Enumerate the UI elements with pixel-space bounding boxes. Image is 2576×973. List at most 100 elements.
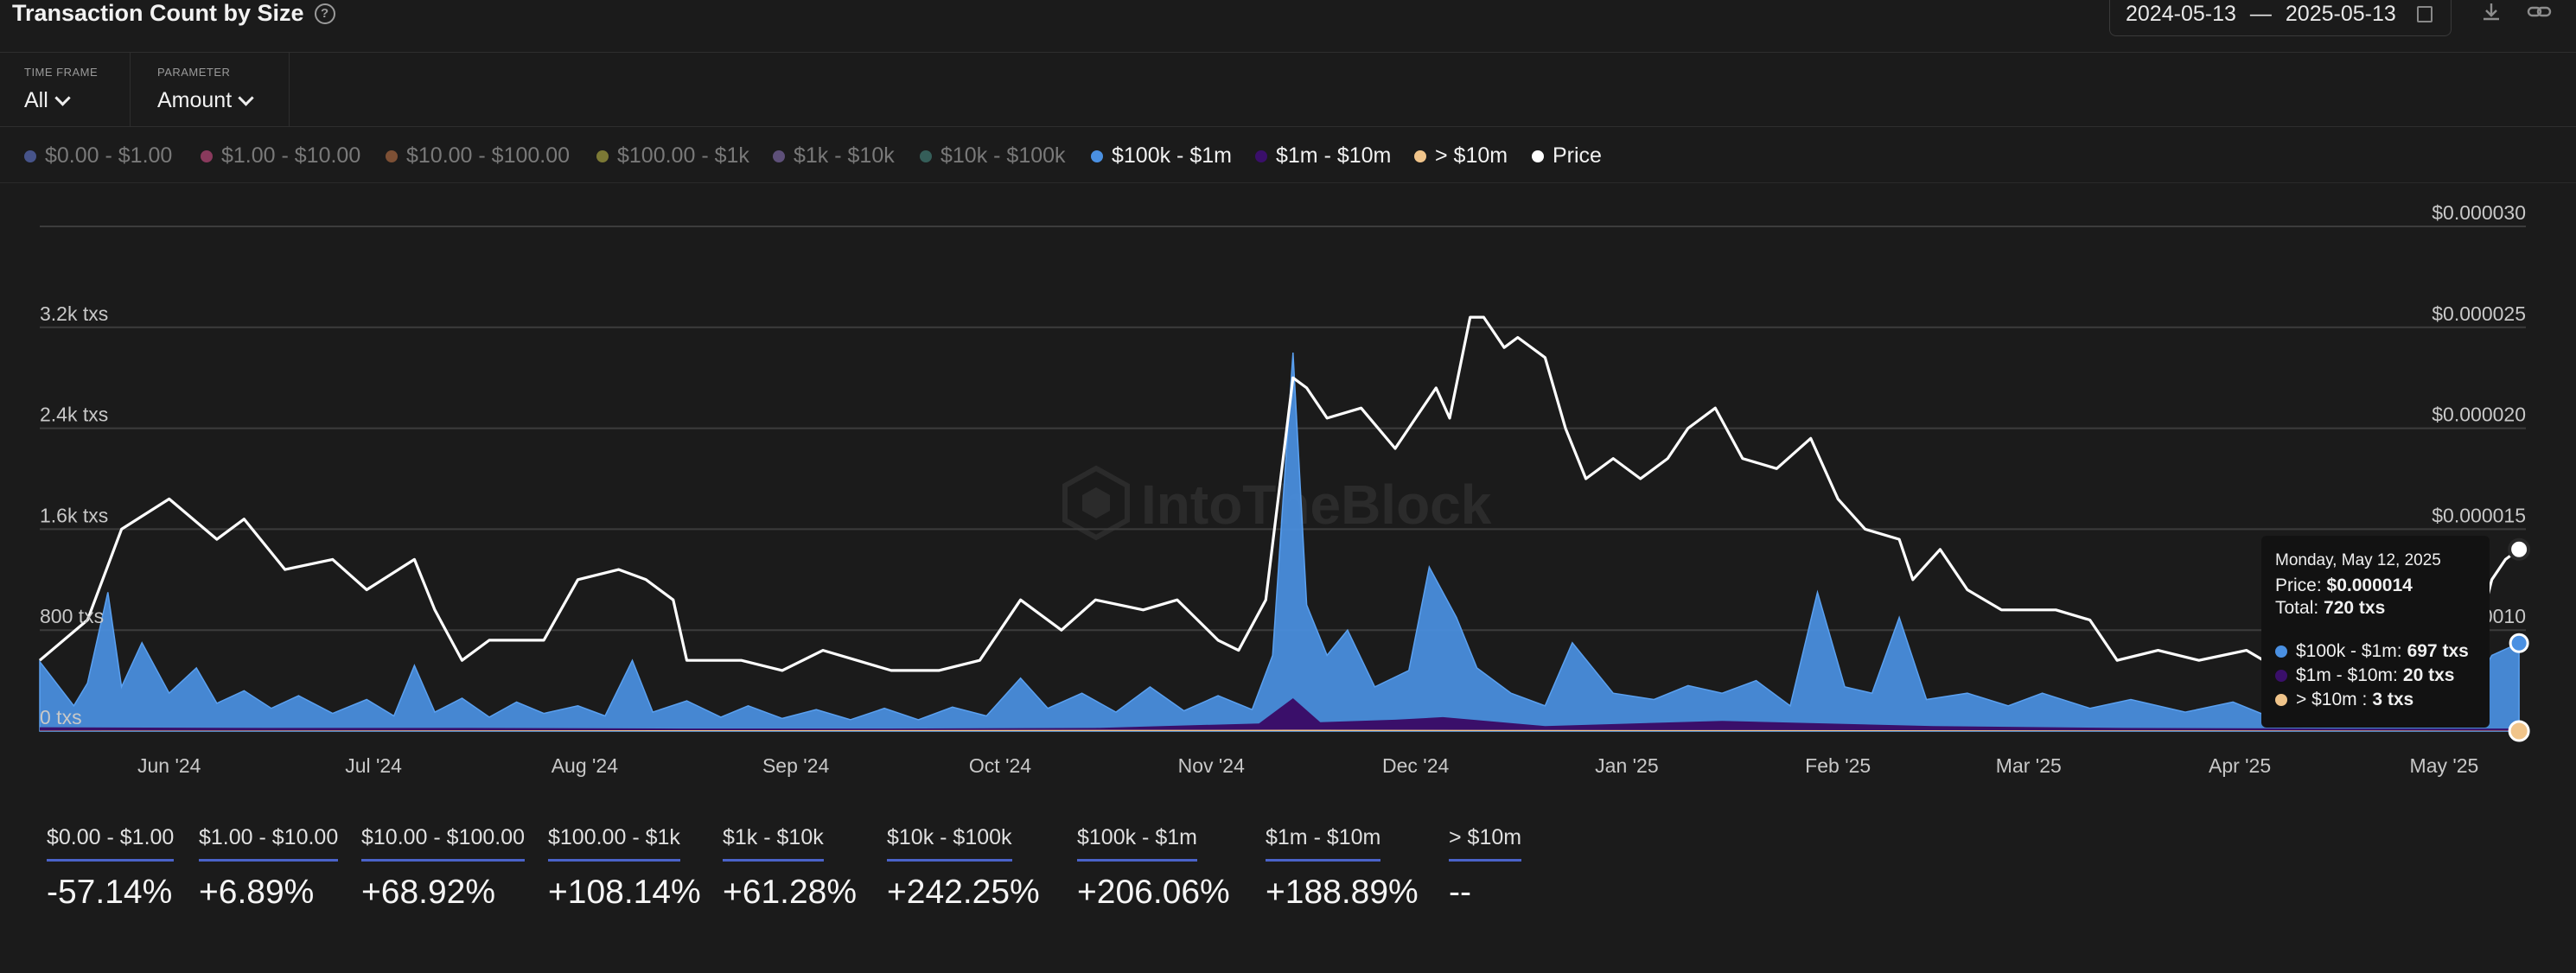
- download-icon[interactable]: [2477, 0, 2505, 28]
- stat-item: $1m - $10m +188.89%: [1266, 825, 1419, 912]
- legend-label: $0.00 - $1.00: [45, 143, 173, 168]
- time-frame-dropdown[interactable]: All: [24, 88, 71, 113]
- price-marker: [2508, 537, 2531, 561]
- y-left-tick-label: 2.4k txs: [40, 404, 108, 426]
- legend-dot: [596, 149, 609, 162]
- stat-value: +68.92%: [361, 874, 496, 911]
- legend-label: Price: [1553, 143, 1602, 168]
- stat-item: $1.00 - $10.00 +6.89%: [199, 825, 339, 912]
- legend-item[interactable]: Price: [1532, 143, 1602, 169]
- y-left-tick-label: 800 txs: [40, 605, 104, 627]
- y-right-tick-label: $0.000015: [2432, 504, 2526, 526]
- chevron-down-icon: [238, 90, 254, 106]
- x-tick-label: Feb '25: [1805, 754, 1871, 777]
- calendar-icon: [2416, 5, 2433, 22]
- area-series-path: [39, 352, 2520, 732]
- legend-item[interactable]: $10.00 - $100.00: [386, 143, 570, 169]
- y-left-tick-label: 0 txs: [40, 706, 82, 728]
- x-tick-label: Aug '24: [552, 754, 618, 777]
- stat-item: $100.00 - $1k +108.14%: [548, 825, 701, 912]
- x-axis: Jun '24 Jul '24 Aug '24 Sep '24 Oct '24 Nov '…: [137, 754, 2478, 777]
- stat-value: +242.25%: [887, 874, 1040, 911]
- tooltip-row: $100k - $1m: 697 txs: [2275, 641, 2476, 662]
- stat-item: $10k - $100k +242.25%: [887, 825, 1040, 912]
- x-tick-label: Mar '25: [1996, 754, 2062, 777]
- legend-dot: [920, 149, 932, 162]
- price-series: [38, 315, 2521, 672]
- stat-value: +206.06%: [1077, 874, 1230, 911]
- tooltip-row: $1m - $10m: 20 txs: [2275, 665, 2476, 686]
- legend-dot: [386, 149, 398, 162]
- date-range-picker[interactable]: 2024-05-13 — 2025-05-13: [2109, 0, 2452, 36]
- legend-dot: [773, 149, 785, 162]
- legend-label: $10k - $100k: [940, 143, 1066, 168]
- legend-label: $10.00 - $100.00: [406, 143, 571, 168]
- chart-title: Transaction Count by Size: [12, 0, 304, 26]
- legend-label: $100.00 - $1k: [617, 143, 749, 168]
- stat-label: > $10m: [1449, 825, 1522, 862]
- parameter-dropdown[interactable]: Amount: [157, 88, 254, 113]
- tooltip-price: Price: $0.000014: [2275, 576, 2413, 595]
- tooltip-dot: [2275, 670, 2287, 682]
- x-tick-label: Nov '24: [1178, 754, 1245, 777]
- chart-title-row: Transaction Count by Size ?: [12, 0, 335, 27]
- stat-item: $1k - $10k +61.28%: [723, 825, 857, 912]
- left-axis: 0 txs 800 txs 1.6k txs 2.4k txs 3.2k txs: [40, 302, 108, 728]
- watermark-logo: IntoTheBlock: [1062, 465, 1492, 541]
- legend-dot: [24, 149, 36, 162]
- x-tick-label: Jan '25: [1595, 754, 1658, 777]
- hover-markers: [2508, 537, 2531, 742]
- y-left-tick-label: 1.6k txs: [40, 504, 108, 526]
- change-stats: $0.00 - $1.00 -57.14% $1.00 - $10.00 +6.89…: [0, 825, 2576, 929]
- tooltip-row: > $10m :3 txs: [2275, 690, 2476, 710]
- legend-item[interactable]: $10k - $100k: [920, 143, 1066, 169]
- top-bar: Transaction Count by Size ? 2024-05-13 —…: [0, 0, 2576, 53]
- parameter-value: Amount: [157, 88, 233, 112]
- watermark-text: IntoTheBlock: [1141, 474, 1492, 536]
- legend-item[interactable]: $1.00 - $10.00: [201, 143, 360, 169]
- chart-tooltip: Monday, May 12, 2025 Price: $0.000014 To…: [2261, 536, 2490, 728]
- date-separator: —: [2249, 1, 2272, 26]
- x-tick-label: Jul '24: [345, 754, 402, 777]
- stat-label: $10.00 - $100.00: [361, 825, 526, 862]
- help-icon[interactable]: ?: [314, 3, 335, 24]
- x-tick-label: May '25: [2410, 754, 2479, 777]
- chevron-down-icon: [54, 90, 71, 106]
- x-tick-label: Oct '24: [969, 754, 1031, 777]
- y-left-tick-label: 3.2k txs: [40, 302, 108, 325]
- stat-item: $0.00 - $1.00 -57.14%: [47, 825, 175, 912]
- x-tick-label: Sep '24: [762, 754, 829, 777]
- area-series-path: [40, 698, 2520, 731]
- legend-item[interactable]: $100k - $1m: [1091, 143, 1232, 169]
- legend-dot: [1091, 149, 1103, 162]
- legend-label: $1k - $10k: [794, 143, 895, 168]
- stat-label: $10k - $100k: [887, 825, 1012, 862]
- legend-item[interactable]: $1m - $10m: [1255, 143, 1391, 169]
- tooltip-date: Monday, May 12, 2025: [2275, 551, 2441, 569]
- legend-dot: [201, 149, 213, 162]
- stat-label: $1.00 - $10.00: [199, 825, 339, 862]
- chart-area[interactable]: IntoTheBlock 0 txs 800 txs 1.6k txs 2.4k tx…: [0, 183, 2576, 788]
- link-icon[interactable]: [2526, 0, 2554, 28]
- legend-label: $1m - $10m: [1276, 143, 1392, 168]
- x-tick-label: Dec '24: [1382, 754, 1449, 777]
- series-marker: [2509, 633, 2529, 653]
- tooltip-dot: [2275, 694, 2287, 706]
- stat-value: +108.14%: [548, 874, 701, 911]
- stat-item: $10.00 - $100.00 +68.92%: [361, 825, 526, 912]
- area-series: [39, 352, 2520, 732]
- stat-label: $100k - $1m: [1077, 825, 1197, 862]
- legend-item[interactable]: $100.00 - $1k: [596, 143, 749, 169]
- control-divider: [130, 52, 131, 126]
- legend-item[interactable]: $1k - $10k: [773, 143, 895, 169]
- control-divider: [289, 52, 290, 126]
- date-from: 2024-05-13: [2126, 1, 2236, 26]
- stat-value: +6.89%: [199, 874, 315, 911]
- stat-item: > $10m --: [1449, 825, 1522, 912]
- x-tick-label: Jun '24: [137, 754, 201, 777]
- stat-value: +188.89%: [1266, 874, 1419, 911]
- legend-item[interactable]: $0.00 - $1.00: [24, 143, 172, 169]
- stat-item: $100k - $1m +206.06%: [1077, 825, 1230, 912]
- legend-item[interactable]: > $10m: [1414, 143, 1508, 169]
- tooltip-dot: [2275, 645, 2287, 658]
